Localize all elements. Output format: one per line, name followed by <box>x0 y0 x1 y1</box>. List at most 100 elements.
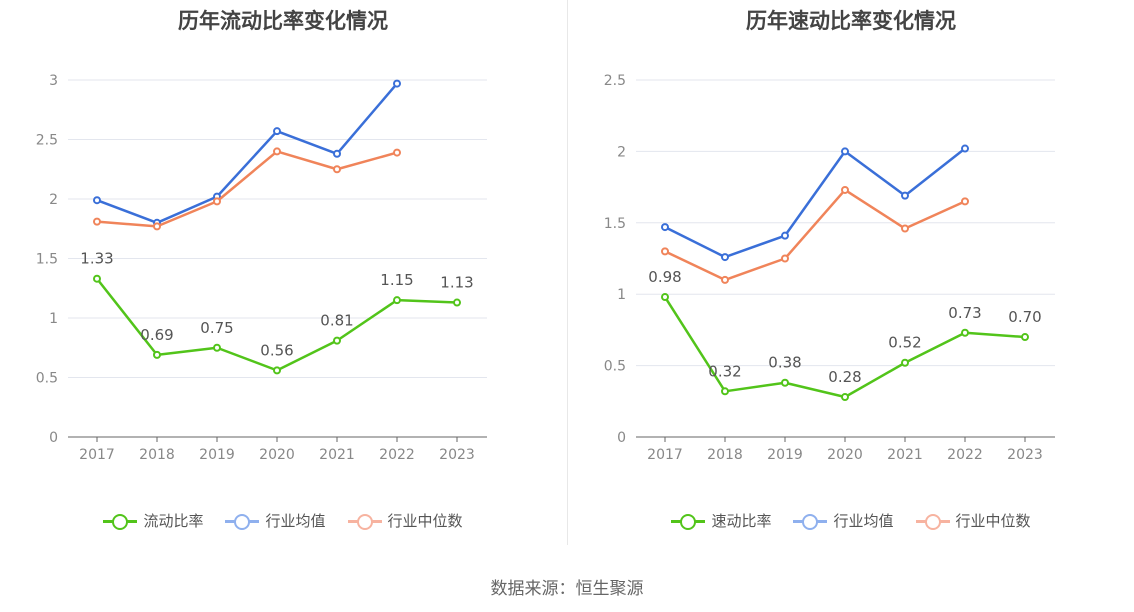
data-point <box>273 147 281 156</box>
legend-item-avg[interactable]: 行业均值 <box>225 510 326 531</box>
panel-divider <box>567 0 568 545</box>
data-label: 1.15 <box>380 271 413 289</box>
legend-marker-icon <box>671 513 706 530</box>
data-point <box>781 378 789 387</box>
data-label: 0.28 <box>828 368 861 386</box>
x-tick-label: 2021 <box>319 447 355 463</box>
data-point <box>1021 333 1029 342</box>
data-point <box>841 185 849 194</box>
current-ratio-panel: 历年流动比率变化情况 0 0.5 1 1.5 2 2.5 3 2017 2018 2019 2020… <box>0 0 566 545</box>
y-tick-label: 1.5 <box>36 252 58 268</box>
data-point <box>333 165 341 174</box>
data-point <box>93 196 101 205</box>
data-label: 0.32 <box>708 362 741 380</box>
quick-ratio-panel: 历年速动比率变化情况 0 0.5 1 1.5 2 2.5 2017 2018 2019 2020 2… <box>568 0 1134 545</box>
current-ratio-chart: 0 0.5 1 1.5 2 2.5 3 2017 2018 2019 2020 2021 2022 202… <box>36 73 487 463</box>
data-point <box>333 336 341 345</box>
x-tick-label: 2021 <box>887 447 923 463</box>
legend-item-median[interactable]: 行业中位数 <box>347 510 463 531</box>
y-tick-label: 0.5 <box>36 371 58 387</box>
x-tick-label: 2018 <box>139 447 175 463</box>
legend-label: 行业均值 <box>265 512 326 530</box>
data-label: 0.56 <box>260 341 293 359</box>
legend-label: 流动比率 <box>143 512 204 530</box>
legend-marker-icon <box>915 513 950 530</box>
legend-item-primary[interactable]: 速动比率 <box>671 510 771 531</box>
data-point <box>393 296 401 305</box>
data-point <box>93 274 101 283</box>
data-point <box>393 148 401 157</box>
legend-item-primary[interactable]: 流动比率 <box>103 510 203 531</box>
data-point <box>781 231 789 240</box>
data-label: 0.52 <box>888 334 921 352</box>
legend-label: 行业中位数 <box>955 512 1031 530</box>
data-label: 0.69 <box>140 326 173 344</box>
data-point <box>661 247 669 256</box>
legend-label: 行业中位数 <box>387 512 463 530</box>
data-point <box>721 275 729 284</box>
data-point <box>213 197 221 206</box>
data-label: 0.98 <box>648 268 681 286</box>
x-tick-label: 2019 <box>767 447 803 463</box>
data-point <box>333 149 341 158</box>
legend-item-avg[interactable]: 行业均值 <box>793 510 894 531</box>
data-label: 0.70 <box>1008 308 1041 326</box>
y-tick-label: 0 <box>49 430 58 446</box>
data-point <box>781 254 789 263</box>
data-point <box>901 191 909 200</box>
series-line-2 <box>96 150 398 228</box>
data-point <box>841 147 849 156</box>
y-tick-label: 2.5 <box>604 73 626 89</box>
data-label: 0.75 <box>200 319 233 337</box>
x-tick-label: 2019 <box>199 447 235 463</box>
quick-ratio-chart: 0 0.5 1 1.5 2 2.5 2017 2018 2019 2020 2021 2022 2023… <box>604 73 1055 463</box>
x-tick-label: 2017 <box>79 447 115 463</box>
y-tick-label: 1 <box>617 287 626 303</box>
data-point <box>961 328 969 337</box>
legend-item-median[interactable]: 行业中位数 <box>915 510 1031 531</box>
y-tick-label: 0 <box>617 430 626 446</box>
x-tick-label: 2022 <box>379 447 415 463</box>
data-point <box>901 224 909 233</box>
y-tick-label: 2 <box>49 192 58 208</box>
legend-label: 行业均值 <box>833 512 894 530</box>
legend-marker-icon <box>225 513 260 530</box>
data-point <box>273 127 281 136</box>
data-point <box>93 217 101 226</box>
data-point <box>961 144 969 153</box>
y-tick-label: 2.5 <box>36 133 58 149</box>
legend: 速动比率 行业均值 行业中位数 <box>568 510 1134 531</box>
data-point <box>721 387 729 396</box>
y-tick-label: 3 <box>49 73 58 89</box>
data-point <box>153 222 161 231</box>
y-tick-label: 2 <box>617 144 626 160</box>
data-point <box>153 350 161 359</box>
y-tick-label: 0.5 <box>604 359 626 375</box>
x-tick-label: 2017 <box>647 447 683 463</box>
data-label: 0.38 <box>768 354 801 372</box>
data-source-note: 数据来源：恒生聚源 <box>490 579 644 599</box>
data-point <box>961 197 969 206</box>
y-tick-label: 1 <box>49 311 58 327</box>
data-point <box>661 223 669 232</box>
data-point <box>841 393 849 402</box>
x-tick-label: 2018 <box>707 447 743 463</box>
series-line-1 <box>96 82 398 225</box>
x-tick-label: 2020 <box>827 447 863 463</box>
legend-marker-icon <box>347 513 382 530</box>
legend-marker-icon <box>793 513 828 530</box>
data-point <box>901 358 909 367</box>
chart-title: 历年流动比率变化情况 <box>178 9 388 33</box>
data-point <box>213 343 221 352</box>
data-label: 1.13 <box>440 274 473 292</box>
data-label: 0.73 <box>948 304 981 322</box>
data-point <box>453 298 461 307</box>
y-tick-label: 1.5 <box>604 216 626 232</box>
x-tick-label: 2023 <box>439 447 475 463</box>
x-tick-label: 2022 <box>947 447 983 463</box>
x-tick-label: 2020 <box>259 447 295 463</box>
data-point <box>393 79 401 88</box>
data-label: 0.81 <box>320 312 353 330</box>
series-line-1 <box>664 147 966 259</box>
data-point <box>273 366 281 375</box>
